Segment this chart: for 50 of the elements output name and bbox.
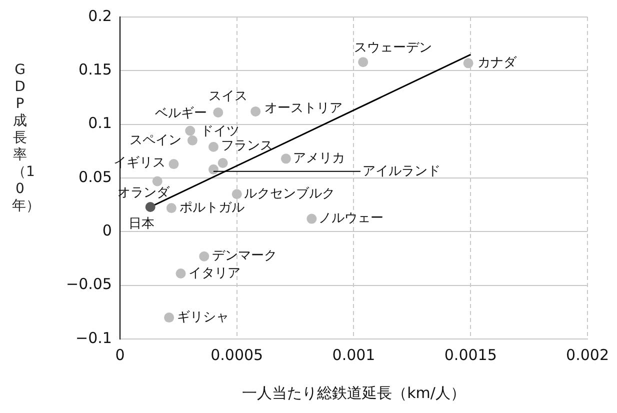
point (208, 142, 218, 152)
annotation: スイス (208, 88, 248, 104)
annotation: アメリカ (292, 151, 345, 166)
point (280, 154, 291, 164)
annotation: カナダ (477, 56, 518, 71)
point (185, 126, 196, 136)
point (164, 312, 174, 323)
x-tick-label: 0 (115, 346, 125, 364)
x-tick-label: 0.002 (566, 346, 610, 364)
y-tick-label: −0.1 (76, 328, 112, 347)
point (208, 164, 218, 174)
point (213, 108, 224, 118)
annotation: 日本 (128, 216, 154, 232)
annotation: オーストリア (264, 100, 343, 116)
point (168, 159, 179, 170)
annotation: ポルトガル (179, 200, 244, 216)
annotation: イタリア (188, 266, 241, 281)
point (218, 158, 228, 168)
point (232, 189, 242, 200)
annotation: ノルウェー (318, 211, 384, 226)
point (166, 203, 176, 214)
annotation: ベルギー (155, 106, 208, 122)
x-tick-label: 0.001 (332, 346, 376, 364)
x-tick-label: 0.0015 (444, 346, 497, 364)
y-tick-label: 0.2 (88, 6, 112, 25)
x-axis-title: 一人当たり総鉄道延長（km/人） (242, 384, 466, 402)
annotation: ドイツ (200, 124, 240, 140)
point (199, 251, 210, 262)
y-tick-label: 0.15 (78, 60, 112, 79)
point (463, 58, 474, 68)
point (306, 214, 317, 224)
point (250, 106, 261, 116)
point (152, 176, 162, 186)
text: GDP成長率（10年） (12, 62, 40, 214)
annotation: スウェーデン (354, 40, 432, 56)
annotation: アイルランド (362, 164, 440, 179)
annotation: フランス (220, 138, 273, 154)
y-tick-label: 0.05 (78, 168, 112, 186)
point (145, 202, 156, 212)
point (187, 135, 198, 146)
annotation: デンマーク (212, 248, 278, 264)
y-tick-label: 0.1 (88, 114, 112, 132)
annotation: スペイン (129, 132, 182, 148)
y-tick-label: −0.05 (66, 275, 112, 294)
x-tick-label: 0.0005 (210, 346, 264, 364)
annotation: ギリシャ (177, 310, 230, 325)
annotation: ルクセンブルク (244, 186, 335, 202)
y-tick-label: 0 (102, 222, 112, 240)
point (358, 57, 368, 68)
point (176, 268, 186, 279)
